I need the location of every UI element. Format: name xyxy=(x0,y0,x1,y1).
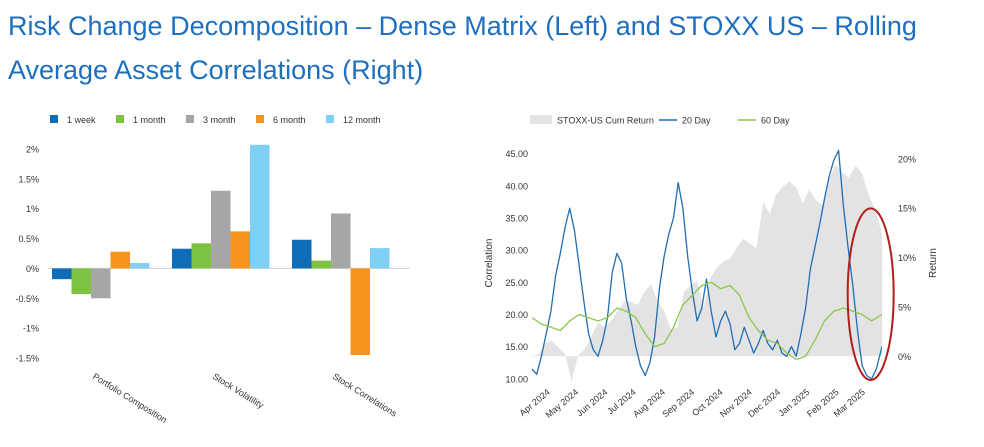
legend-swatch xyxy=(530,115,552,124)
y-right-tick-label: 20% xyxy=(898,154,916,164)
bar xyxy=(230,231,250,269)
y-left-tick-label: 45.00 xyxy=(505,149,528,159)
y-left-tick-label: 40.00 xyxy=(505,181,528,191)
y-tick-label: 0.5% xyxy=(18,234,39,244)
series-line-20-day xyxy=(532,149,882,380)
bar xyxy=(91,268,111,299)
y-right-axis-title: Return xyxy=(928,248,939,278)
bar xyxy=(52,268,72,280)
bar xyxy=(110,251,130,269)
highlight-ellipse xyxy=(846,207,895,382)
page-title-line-2: Average Asset Correlations (Right) xyxy=(8,55,424,85)
y-left-axis-title: Correlation xyxy=(484,239,495,288)
y-tick-label: -1% xyxy=(23,324,39,334)
legend-label: 3 month xyxy=(203,115,236,125)
x-tick-label: Jun 2024 xyxy=(575,387,610,418)
y-right-tick-label: 5% xyxy=(898,302,911,312)
y-right-tick-label: 15% xyxy=(898,204,916,214)
bar xyxy=(172,248,192,269)
bar xyxy=(331,213,351,269)
y-tick-label: -1.5% xyxy=(15,354,39,364)
bar xyxy=(292,239,312,269)
bar xyxy=(71,268,91,295)
series-area-cum-return xyxy=(532,164,882,381)
risk-decomposition-bar-chart: 1 week 1 month 3 month 6 month 12 month 2% 1.5… xyxy=(15,115,410,425)
legend-swatch xyxy=(116,115,124,123)
x-tick-label: Sep 2024 xyxy=(660,387,696,419)
y-left-tick-label: 20.00 xyxy=(505,310,528,320)
y-tick-label: 1.5% xyxy=(18,174,39,184)
bar xyxy=(130,263,150,269)
legend-swatch xyxy=(256,115,264,123)
y-left-tick-label: 30.00 xyxy=(505,246,528,256)
legend-label: 6 month xyxy=(273,115,306,125)
legend-label: 12 month xyxy=(343,115,381,125)
y-tick-label: 2% xyxy=(26,144,39,154)
y-left-tick-label: 15.00 xyxy=(505,342,528,352)
page-title-line-1: Risk Change Decomposition – Dense Matrix… xyxy=(8,11,917,41)
bar xyxy=(370,248,390,269)
series-line-60-day xyxy=(532,281,882,361)
rolling-correlation-line-chart: STOXX-US Cum Return 20 Day 60 Day 45.00 40.0… xyxy=(484,115,939,420)
legend-swatch xyxy=(50,115,58,123)
category-label: Stock Volatility xyxy=(211,371,266,410)
y-tick-label: -0.5% xyxy=(15,294,39,304)
legend-label: 1 week xyxy=(67,115,96,125)
bar xyxy=(250,144,270,269)
bar xyxy=(311,260,331,269)
y-tick-label: 1% xyxy=(26,204,39,214)
y-right-tick-label: 10% xyxy=(898,253,916,263)
bar xyxy=(211,190,231,269)
legend-label: 1 month xyxy=(133,115,166,125)
page-title: Risk Change Decomposition – Dense Matrix… xyxy=(8,4,978,92)
y-right-tick-label: 0% xyxy=(898,352,911,362)
legend-label: STOXX-US Cum Return xyxy=(557,116,654,126)
bar xyxy=(191,243,211,269)
legend: 1 week 1 month 3 month 6 month 12 month xyxy=(50,115,381,125)
legend-swatch xyxy=(186,115,194,123)
legend: STOXX-US Cum Return 20 Day 60 Day xyxy=(530,115,790,126)
category-label: Portfolio Composition xyxy=(91,371,169,425)
y-tick-label: 0% xyxy=(26,264,39,274)
plot-area xyxy=(532,149,882,381)
y-left-tick-label: 25.00 xyxy=(505,278,528,288)
legend-label: 60 Day xyxy=(761,116,790,126)
y-left-tick-label: 35.00 xyxy=(505,213,528,223)
y-left-tick-label: 10.00 xyxy=(505,374,528,384)
legend-label: 20 Day xyxy=(682,116,711,126)
bar xyxy=(350,268,370,356)
legend-swatch xyxy=(326,115,334,123)
x-tick-label: Dec 2024 xyxy=(746,387,782,419)
category-label: Stock Correlations xyxy=(331,371,399,419)
